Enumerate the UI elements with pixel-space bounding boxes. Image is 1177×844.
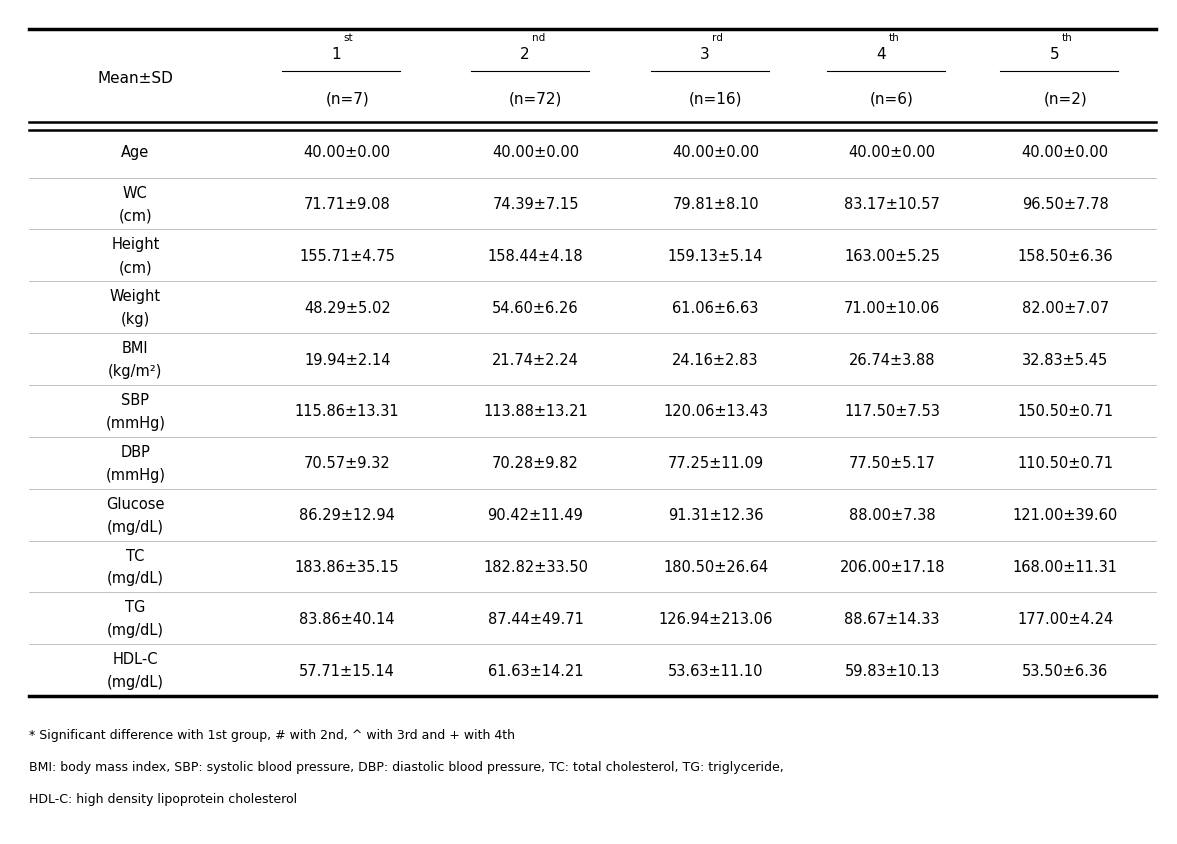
Text: (kg/m²): (kg/m²) — [108, 364, 162, 379]
Text: 117.50±7.53: 117.50±7.53 — [844, 404, 940, 419]
Text: rd: rd — [712, 33, 723, 43]
Text: 126.94±213.06: 126.94±213.06 — [658, 611, 773, 626]
Text: 3: 3 — [700, 47, 710, 62]
Text: (mmHg): (mmHg) — [106, 467, 165, 482]
Text: 82.00±7.07: 82.00±7.07 — [1022, 300, 1109, 316]
Text: 177.00±4.24: 177.00±4.24 — [1017, 611, 1113, 626]
Text: 120.06±13.43: 120.06±13.43 — [663, 404, 769, 419]
Text: 53.50±6.36: 53.50±6.36 — [1022, 663, 1109, 678]
Text: st: st — [344, 33, 353, 43]
Text: 40.00±0.00: 40.00±0.00 — [492, 145, 579, 160]
Text: 88.67±14.33: 88.67±14.33 — [844, 611, 940, 626]
Text: 158.50±6.36: 158.50±6.36 — [1017, 249, 1113, 263]
Text: 158.44±4.18: 158.44±4.18 — [487, 249, 584, 263]
Text: BMI: body mass index, SBP: systolic blood pressure, DBP: diastolic blood pressur: BMI: body mass index, SBP: systolic bloo… — [29, 760, 784, 773]
Text: 180.50±26.64: 180.50±26.64 — [663, 560, 769, 574]
Text: (mmHg): (mmHg) — [106, 415, 165, 430]
Text: 77.50±5.17: 77.50±5.17 — [849, 456, 936, 471]
Text: (n=7): (n=7) — [325, 91, 370, 106]
Text: 159.13±5.14: 159.13±5.14 — [667, 249, 764, 263]
Text: Height: Height — [111, 237, 160, 252]
Text: 2: 2 — [520, 47, 530, 62]
Text: HDL-C: HDL-C — [113, 652, 158, 667]
Text: * Significant difference with 1st group, # with 2nd, ^ with 3rd and + with 4th: * Significant difference with 1st group,… — [29, 728, 516, 741]
Text: Weight: Weight — [109, 289, 161, 304]
Text: 121.00±39.60: 121.00±39.60 — [1012, 507, 1118, 522]
Text: th: th — [1062, 33, 1072, 43]
Text: 168.00±11.31: 168.00±11.31 — [1012, 560, 1118, 574]
Text: Glucose: Glucose — [106, 496, 165, 511]
Text: Age: Age — [121, 145, 149, 160]
Text: Mean±SD: Mean±SD — [98, 71, 173, 85]
Text: (mg/dL): (mg/dL) — [107, 674, 164, 690]
Text: WC: WC — [122, 186, 148, 200]
Text: 90.42±11.49: 90.42±11.49 — [487, 507, 584, 522]
Text: 54.60±6.26: 54.60±6.26 — [492, 300, 579, 316]
Text: 40.00±0.00: 40.00±0.00 — [1022, 145, 1109, 160]
Text: 150.50±0.71: 150.50±0.71 — [1017, 404, 1113, 419]
Text: 4: 4 — [877, 47, 886, 62]
Text: 19.94±2.14: 19.94±2.14 — [304, 352, 391, 367]
Text: 59.83±10.13: 59.83±10.13 — [844, 663, 940, 678]
Text: (mg/dL): (mg/dL) — [107, 623, 164, 637]
Text: 115.86±13.31: 115.86±13.31 — [295, 404, 399, 419]
Text: 86.29±12.94: 86.29±12.94 — [299, 507, 395, 522]
Text: SBP: SBP — [121, 392, 149, 408]
Text: (mg/dL): (mg/dL) — [107, 519, 164, 534]
Text: TG: TG — [125, 600, 146, 614]
Text: 70.57±9.32: 70.57±9.32 — [304, 456, 391, 471]
Text: 110.50±0.71: 110.50±0.71 — [1017, 456, 1113, 471]
Text: 61.06±6.63: 61.06±6.63 — [672, 300, 759, 316]
Text: 87.44±49.71: 87.44±49.71 — [487, 611, 584, 626]
Text: 206.00±17.18: 206.00±17.18 — [839, 560, 945, 574]
Text: 182.82±33.50: 182.82±33.50 — [483, 560, 588, 574]
Text: 83.17±10.57: 83.17±10.57 — [844, 197, 940, 212]
Text: 71.00±10.06: 71.00±10.06 — [844, 300, 940, 316]
Text: 26.74±3.88: 26.74±3.88 — [849, 352, 936, 367]
Text: nd: nd — [532, 33, 545, 43]
Text: (n=2): (n=2) — [1043, 91, 1088, 106]
Text: 83.86±40.14: 83.86±40.14 — [299, 611, 395, 626]
Text: BMI: BMI — [122, 341, 148, 356]
Text: 40.00±0.00: 40.00±0.00 — [672, 145, 759, 160]
Text: 155.71±4.75: 155.71±4.75 — [299, 249, 395, 263]
Text: 113.88±13.21: 113.88±13.21 — [484, 404, 587, 419]
Text: (kg): (kg) — [121, 311, 149, 327]
Text: 79.81±8.10: 79.81±8.10 — [672, 197, 759, 212]
Text: 40.00±0.00: 40.00±0.00 — [849, 145, 936, 160]
Text: DBP: DBP — [120, 444, 151, 459]
Text: (mg/dL): (mg/dL) — [107, 571, 164, 586]
Text: 71.71±9.08: 71.71±9.08 — [304, 197, 391, 212]
Text: 5: 5 — [1050, 47, 1059, 62]
Text: (cm): (cm) — [119, 260, 152, 275]
Text: HDL-C: high density lipoprotein cholesterol: HDL-C: high density lipoprotein choleste… — [29, 792, 298, 805]
Text: 77.25±11.09: 77.25±11.09 — [667, 456, 764, 471]
Text: 91.31±12.36: 91.31±12.36 — [667, 507, 764, 522]
Text: 53.63±11.10: 53.63±11.10 — [667, 663, 764, 678]
Text: 24.16±2.83: 24.16±2.83 — [672, 352, 759, 367]
Text: th: th — [889, 33, 899, 43]
Text: 61.63±14.21: 61.63±14.21 — [487, 663, 584, 678]
Text: (cm): (cm) — [119, 208, 152, 223]
Text: (n=6): (n=6) — [870, 91, 915, 106]
Text: 48.29±5.02: 48.29±5.02 — [304, 300, 391, 316]
Text: 88.00±7.38: 88.00±7.38 — [849, 507, 936, 522]
Text: (n=72): (n=72) — [508, 91, 563, 106]
Text: 40.00±0.00: 40.00±0.00 — [304, 145, 391, 160]
Text: 163.00±5.25: 163.00±5.25 — [844, 249, 940, 263]
Text: 57.71±15.14: 57.71±15.14 — [299, 663, 395, 678]
Text: TC: TC — [126, 548, 145, 563]
Text: 32.83±5.45: 32.83±5.45 — [1022, 352, 1109, 367]
Text: 21.74±2.24: 21.74±2.24 — [492, 352, 579, 367]
Text: 70.28±9.82: 70.28±9.82 — [492, 456, 579, 471]
Text: 1: 1 — [332, 47, 341, 62]
Text: 74.39±7.15: 74.39±7.15 — [492, 197, 579, 212]
Text: 96.50±7.78: 96.50±7.78 — [1022, 197, 1109, 212]
Text: 183.86±35.15: 183.86±35.15 — [295, 560, 399, 574]
Text: (n=16): (n=16) — [689, 91, 743, 106]
